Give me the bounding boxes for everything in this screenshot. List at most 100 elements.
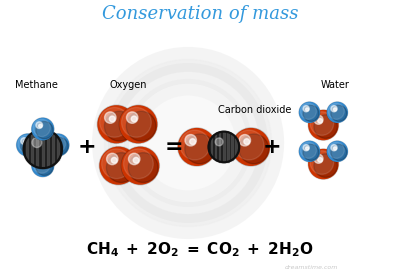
Text: Water: Water: [321, 81, 350, 90]
Circle shape: [303, 144, 319, 160]
Circle shape: [17, 134, 38, 156]
Circle shape: [178, 128, 216, 166]
Circle shape: [111, 158, 117, 163]
Circle shape: [32, 155, 54, 177]
Text: Conservation of mass: Conservation of mass: [102, 5, 298, 23]
Circle shape: [36, 122, 42, 128]
Circle shape: [300, 141, 319, 161]
Circle shape: [318, 119, 322, 123]
Circle shape: [109, 116, 115, 122]
Circle shape: [48, 135, 66, 153]
Circle shape: [121, 147, 160, 185]
Circle shape: [299, 102, 320, 123]
Circle shape: [128, 153, 158, 183]
Circle shape: [233, 129, 269, 165]
Circle shape: [122, 147, 159, 184]
Circle shape: [331, 144, 347, 160]
Circle shape: [33, 119, 50, 137]
Circle shape: [239, 134, 269, 164]
Circle shape: [327, 141, 348, 162]
Circle shape: [39, 124, 42, 128]
Circle shape: [106, 153, 118, 165]
Circle shape: [310, 112, 334, 135]
Circle shape: [133, 158, 139, 163]
Circle shape: [180, 130, 210, 160]
Circle shape: [300, 102, 319, 122]
Circle shape: [300, 142, 316, 158]
Circle shape: [104, 59, 272, 227]
Circle shape: [308, 110, 338, 140]
Circle shape: [308, 149, 338, 179]
Circle shape: [100, 108, 130, 137]
Circle shape: [51, 138, 68, 155]
Circle shape: [185, 134, 214, 164]
Circle shape: [36, 158, 42, 165]
Circle shape: [208, 132, 239, 162]
Bar: [31, 133, 33, 165]
Circle shape: [314, 154, 323, 163]
Text: $\mathbf{CH_4\ +\ 2O_2\ =\ CO_2\ +\ 2H_2O}$: $\mathbf{CH_4\ +\ 2O_2\ =\ CO_2\ +\ 2H_2…: [86, 240, 314, 259]
Circle shape: [327, 141, 347, 161]
Circle shape: [185, 134, 196, 146]
Bar: [227, 132, 229, 161]
Circle shape: [328, 103, 344, 119]
Circle shape: [310, 151, 334, 174]
Circle shape: [300, 103, 316, 119]
Circle shape: [97, 105, 136, 143]
Circle shape: [331, 105, 347, 122]
Circle shape: [119, 105, 158, 143]
Circle shape: [331, 106, 337, 112]
Circle shape: [32, 118, 54, 140]
Circle shape: [32, 155, 54, 176]
Circle shape: [126, 111, 156, 141]
Bar: [211, 138, 212, 156]
Circle shape: [104, 112, 116, 123]
Circle shape: [99, 147, 138, 185]
Circle shape: [24, 130, 62, 168]
Circle shape: [208, 131, 240, 163]
Circle shape: [54, 140, 57, 144]
Circle shape: [234, 130, 264, 160]
Circle shape: [126, 112, 138, 123]
Bar: [235, 138, 237, 156]
Circle shape: [36, 122, 53, 139]
Bar: [42, 130, 44, 168]
Circle shape: [32, 138, 42, 148]
Text: Carbon dioxide: Carbon dioxide: [218, 105, 291, 115]
Circle shape: [314, 154, 338, 177]
Circle shape: [47, 134, 69, 156]
Bar: [36, 131, 38, 167]
Circle shape: [100, 147, 137, 184]
Circle shape: [122, 108, 151, 137]
Circle shape: [327, 102, 348, 123]
Bar: [52, 133, 54, 165]
Circle shape: [178, 129, 215, 165]
Circle shape: [314, 115, 338, 138]
Circle shape: [299, 141, 320, 162]
Circle shape: [18, 135, 35, 153]
Circle shape: [190, 139, 196, 144]
Circle shape: [16, 134, 39, 156]
Bar: [47, 131, 49, 167]
Circle shape: [303, 106, 309, 112]
Circle shape: [98, 106, 135, 143]
Circle shape: [303, 105, 319, 122]
Circle shape: [131, 116, 137, 122]
Circle shape: [124, 149, 153, 179]
Bar: [223, 132, 224, 162]
Text: dreamstime.com: dreamstime.com: [285, 265, 338, 270]
Circle shape: [309, 150, 338, 178]
Circle shape: [334, 108, 336, 111]
Circle shape: [104, 111, 134, 141]
Circle shape: [318, 158, 322, 162]
Circle shape: [309, 111, 338, 140]
Bar: [57, 138, 59, 160]
Circle shape: [51, 138, 58, 144]
Circle shape: [327, 102, 347, 122]
Circle shape: [128, 153, 140, 165]
Circle shape: [24, 140, 27, 144]
Circle shape: [32, 118, 54, 140]
Circle shape: [102, 149, 132, 179]
Circle shape: [33, 156, 50, 173]
Circle shape: [306, 147, 309, 150]
